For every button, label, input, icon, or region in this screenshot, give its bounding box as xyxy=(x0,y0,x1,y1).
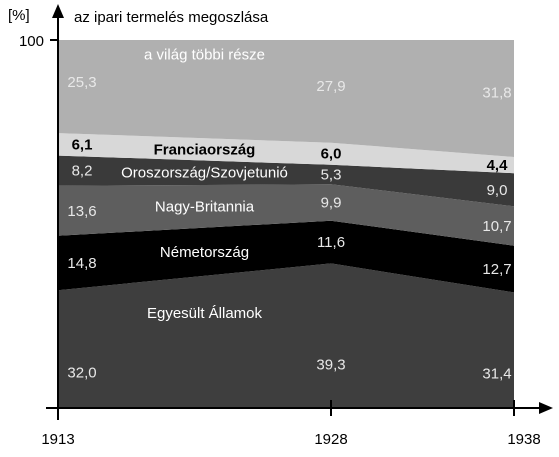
series-name-a-vilag-tobbi-resze: a világ többi része xyxy=(144,47,265,64)
value-label-a-vilag-tobbi-resze-1913: 25,3 xyxy=(67,74,96,91)
value-label-oroszorszag-szovjetunio-1938: 9,0 xyxy=(487,182,508,199)
value-label-egyesult-allamok-1938: 31,4 xyxy=(482,365,511,382)
series-name-oroszorszag-szovjetunio: Oroszország/Szovjetunió xyxy=(121,165,288,182)
area-a-vilag-tobbi-resze xyxy=(58,40,514,157)
value-label-nagy-britannia-1938: 10,7 xyxy=(482,218,511,235)
series-name-franciaorszag: Franciaország xyxy=(154,141,256,158)
y-unit-label: [%] xyxy=(8,7,30,24)
y-tick-label-100: 100 xyxy=(19,33,44,50)
x-tick-label-1938: 1938 xyxy=(507,431,540,448)
x-axis-arrow xyxy=(539,402,553,414)
value-labels: 32,0 39,3 31,4 14,8 11,6 12,7 13,6 9,9 10,7 8,2 5,… xyxy=(67,74,511,382)
series-name-nemetorszag: Németország xyxy=(160,244,249,261)
series-name-nagy-britannia: Nagy-Britannia xyxy=(155,198,255,215)
series-labels: Egyesült Államok Németország Nagy-Britanni… xyxy=(121,47,288,322)
area-franciaorszag xyxy=(58,133,514,174)
value-label-nemetorszag-1928: 11,6 xyxy=(317,234,345,251)
value-label-a-vilag-tobbi-resze-1928: 27,9 xyxy=(316,78,345,95)
y-axis-arrow xyxy=(52,4,64,18)
area-oroszorszag-szovjetunio xyxy=(58,155,514,207)
value-label-egyesult-allamok-1928: 39,3 xyxy=(316,357,345,374)
value-label-nemetorszag-1938: 12,7 xyxy=(482,261,511,278)
value-label-nemetorszag-1913: 14,8 xyxy=(67,255,96,272)
chart-title: az ipari termelés megoszlása xyxy=(74,9,269,26)
value-label-oroszorszag-szovjetunio-1928: 5,3 xyxy=(321,167,342,184)
area-nemetorszag xyxy=(58,220,514,293)
value-label-nagy-britannia-1913: 13,6 xyxy=(67,203,96,220)
series-name-egyesult-allamok: Egyesült Államok xyxy=(147,305,263,322)
x-tick-label-1928: 1928 xyxy=(314,431,347,448)
value-label-egyesult-allamok-1913: 32,0 xyxy=(67,365,96,382)
value-label-franciaorszag-1913: 6,1 xyxy=(72,136,93,153)
area-egyesult-allamok xyxy=(58,263,514,408)
x-tick-label-1913: 1913 xyxy=(41,431,74,448)
value-label-oroszorszag-szovjetunio-1913: 8,2 xyxy=(72,163,93,180)
value-label-a-vilag-tobbi-resze-1938: 31,8 xyxy=(482,85,511,102)
value-label-franciaorszag-1938: 4,4 xyxy=(487,157,509,174)
value-label-nagy-britannia-1928: 9,9 xyxy=(321,195,342,212)
area-nagy-britannia xyxy=(58,184,514,246)
stacked-areas xyxy=(58,40,514,408)
value-label-franciaorszag-1928: 6,0 xyxy=(321,146,342,163)
